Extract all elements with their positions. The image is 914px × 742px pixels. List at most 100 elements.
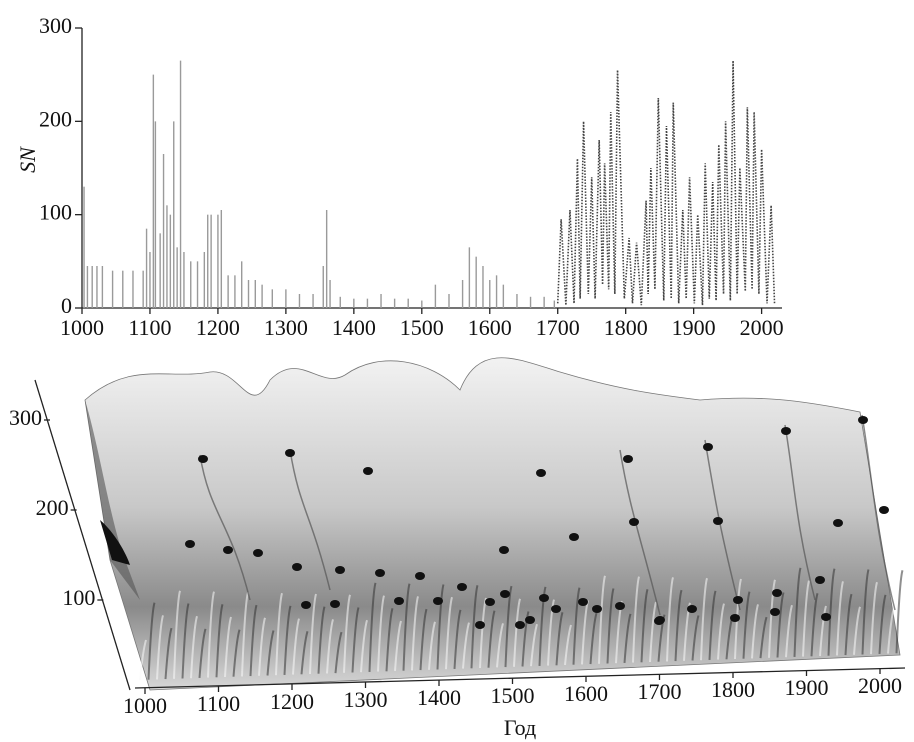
x-tick-label: 1900 [785,675,829,700]
x-tick-label: 1200 [270,689,314,714]
ridge [819,605,827,657]
ridge [555,612,564,666]
wavelet-surface: Год 1000 1100 1200 1300 1400 1500 1600 1700 1800… [9,357,906,740]
ridge [895,570,904,654]
ridge [351,607,360,673]
ridge [283,605,292,675]
ridge [861,414,896,611]
ridge [326,619,334,674]
x-tick-label: 1300 [264,315,308,340]
maximum-dot [499,546,509,554]
ridge [657,614,666,662]
y-axis-label: SN [15,146,40,173]
z-tick-label: 300 [9,405,42,430]
ridge [139,639,147,681]
ridge [632,576,640,663]
ridge [258,617,266,676]
ridge [827,568,836,656]
maximum-dot [363,467,373,475]
maximum-dot [821,613,831,621]
ridge [870,581,878,655]
maximum-dot [623,455,633,463]
ridge [289,449,331,591]
ridge [428,621,436,670]
y-tick-label: 200 [39,106,72,131]
ridge [776,592,785,658]
ridge [181,603,190,679]
ridge [784,424,816,601]
maximum-dot [578,598,588,606]
ridge [232,629,241,677]
x-tick-label: 1100 [128,315,171,340]
maximum-dot [285,449,295,457]
ridge [768,579,776,658]
x-tick-label: 1800 [711,677,755,702]
maximum-dot [687,605,697,613]
ridge [470,585,479,669]
z-axis [34,379,131,691]
maximum-dot [592,605,602,613]
x-tick-label: 1700 [638,679,682,704]
ridge [249,604,258,677]
maximum-dot [833,519,843,527]
maximum-dot [536,469,546,477]
ridge [742,591,751,659]
ridge [674,589,683,662]
ridge [147,602,156,680]
ridge [275,592,283,676]
maximum-dot [781,427,791,435]
x-axis-label: Год [504,715,536,740]
maximum-dot [629,518,639,526]
ridge [751,604,759,659]
ridge [496,623,504,668]
maximum-dot [879,506,889,514]
x-tick-label: 1400 [417,685,461,710]
ridge [292,618,300,675]
maximum-dot [475,621,485,629]
z-tick-label: 200 [36,495,69,520]
ridge [572,587,581,665]
surface-ridges [139,414,904,681]
ridge [887,607,895,654]
x-tick-label: 1000 [123,693,167,718]
maximum-dot [525,616,535,624]
ridge [368,582,377,672]
ridge [462,622,470,669]
ridge [691,615,700,661]
ridge [300,631,309,675]
x-tick-label: 2000 [740,315,784,340]
ridge [487,610,496,668]
surface-shade [100,520,130,565]
maximum-dot [198,455,208,463]
x-tick-label: 1400 [332,315,376,340]
x-axis [134,667,906,689]
maximum-dot [713,517,723,525]
y-tick-label: 100 [39,200,72,225]
x-tick-label: 1100 [197,691,240,716]
ridge [199,454,251,601]
maximum-dot [415,572,425,580]
ridge [334,631,343,674]
ridge [708,590,717,660]
maximum-dot [815,576,825,584]
maximum-dot [185,540,195,548]
ridge [156,615,164,680]
x-tick-label: 1500 [491,683,535,708]
sunspot-line [556,60,776,306]
ridge [207,591,215,678]
maximum-dot [253,549,263,557]
maximum-dot [330,600,340,608]
ridge [513,598,521,667]
ridge [377,595,385,672]
ridge [224,616,232,678]
maximum-dot [615,602,625,610]
ridge [215,604,224,678]
maximum-dot [539,594,549,602]
ridge [164,627,173,680]
ridge [793,567,802,657]
sunspot-chart: SN 0 100 200 300 1000 1100 1200 1300 1400 1500 160… [15,13,784,340]
ridge [810,593,819,657]
z-tick-label: 100 [62,585,95,610]
maximum-dot [772,589,782,597]
ridge [402,583,411,671]
